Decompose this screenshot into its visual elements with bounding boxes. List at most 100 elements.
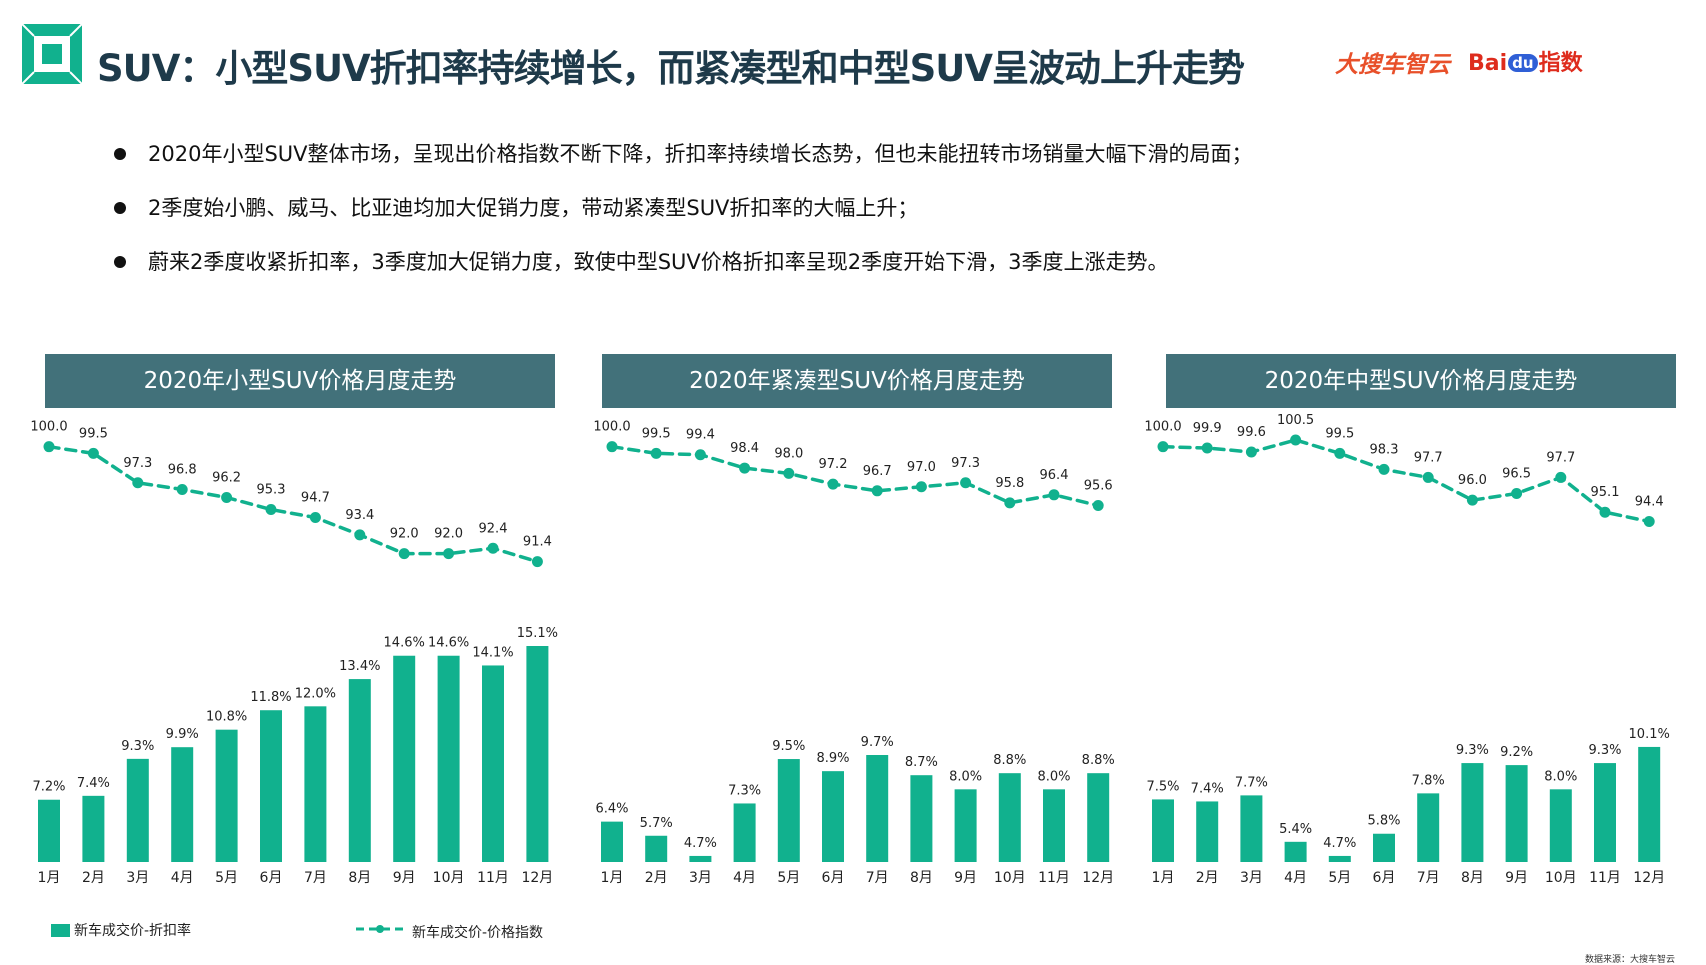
bar-discount-rate [1152,799,1174,862]
bar-value-label: 15.1% [517,626,558,641]
bar-value-label: 7.2% [32,780,65,795]
price-index-point [1290,434,1302,446]
bar-discount-rate [601,821,623,862]
bullet-item: 2季度始小鹏、威马、比亚迪均加大促销力度，带动紧凑型SUV折扣率的大幅上升； [110,194,1670,222]
bar-value-label: 8.8% [993,753,1026,768]
bar-value-label: 5.8% [1367,814,1400,829]
bar-value-label: 9.2% [1500,745,1533,760]
x-axis-tick-label: 6月 [1373,870,1396,886]
x-axis-tick-label: 1月 [38,870,61,886]
bar-value-label: 8.0% [1037,769,1070,784]
price-index-label: 96.5 [1502,466,1531,481]
price-index-point [398,548,410,560]
bar-value-label: 10.8% [206,710,247,725]
price-index-point [1004,497,1016,509]
bar-discount-rate [393,655,416,862]
price-index-line [1161,438,1651,524]
x-axis-tick-label: 3月 [126,870,149,886]
bar-discount-rate [1328,855,1351,862]
bullet-item: 蔚来2季度收紧折扣率，3季度加大促销力度，致使中型SUV价格折扣率呈现2季度开始… [110,248,1670,276]
price-index-point [827,478,839,490]
price-index-point [132,477,144,489]
bar-discount-rate [733,803,756,862]
x-axis-tick-label: 12月 [521,870,553,886]
price-index-point [650,447,662,459]
bar-discount-rate [82,795,105,862]
bar-value-label: 7.4% [77,776,110,791]
bullet-text: 2季度始小鹏、威马、比亚迪均加大促销力度，带动紧凑型SUV折扣率的大幅上升； [148,196,919,220]
price-index-label: 97.3 [951,456,980,471]
bar-discount-rate [1087,773,1110,862]
bar-discount-rate [645,835,668,862]
price-index-point [1201,442,1213,454]
bar-value-label: 7.3% [728,783,761,798]
bar-discount-rate [126,758,149,862]
bar-discount-rate [38,799,60,862]
page-title: SUV：小型SUV折扣率持续增长，而紧凑型和中型SUV呈波动上升走势 [97,47,1245,90]
price-index-label: 97.2 [819,457,848,472]
price-index-label: 98.3 [1370,442,1399,457]
x-axis-tick-label: 2月 [82,870,105,886]
price-index-label: 92.0 [390,527,419,542]
bar-discount-rate [260,710,282,862]
x-axis-tick-label: 4月 [1284,870,1307,886]
bar-discount-rate [348,679,371,862]
bar-value-label: 10.1% [1629,727,1670,742]
bar-value-label: 12.0% [295,686,336,701]
price-index-label: 99.5 [642,426,671,441]
x-axis-tick-label: 11月 [1589,870,1621,886]
price-index-label: 95.1 [1591,485,1620,500]
x-axis-tick-label: 8月 [1461,870,1484,886]
price-index-point [43,441,55,453]
bar-discount-rate [1373,833,1395,862]
price-index-point [1378,463,1390,475]
bar-discount-rate [1461,763,1484,862]
bullet-dot-icon [114,256,126,268]
price-index-line [610,444,1100,508]
x-axis-tick-label: 7月 [304,870,327,886]
price-index-label: 99.5 [79,426,108,441]
price-index-label: 92.0 [434,527,463,542]
price-index-point [606,441,618,453]
price-index-label: 96.8 [168,462,197,477]
bar-value-label: 14.1% [472,645,513,660]
x-axis-tick-label: 10月 [994,870,1026,886]
price-index-point [443,548,455,560]
price-index-point [739,462,751,474]
bar-discount-rate [437,655,460,862]
price-index-label: 98.4 [730,441,759,456]
brand-logo-baidu-index: Bai du 指数 [1468,45,1583,77]
price-index-label: 100.0 [593,420,630,435]
bar-discount-rate [1240,795,1263,862]
price-index-label: 100.0 [1144,420,1181,435]
bar-value-label: 8.8% [1082,753,1115,768]
price-index-point [1466,494,1478,506]
price-index-label: 99.4 [686,428,715,443]
bullet-text: 2020年小型SUV整体市场，呈现出价格指数不断下降，折扣率持续增长态势，但也未… [148,142,1253,166]
chart-title-small-suv: 2020年小型SUV价格月度走势 [45,354,555,408]
price-index-point [1422,471,1434,483]
bar-discount-rate [1417,793,1440,862]
x-axis-tick-label: 4月 [171,870,194,886]
bar-value-label: 9.7% [861,735,894,750]
bar-value-label: 4.7% [1323,836,1356,851]
bar-value-label: 9.5% [772,739,805,754]
x-axis-tick-label: 8月 [910,870,933,886]
price-index-point [1157,441,1169,453]
price-index-label: 95.3 [257,483,286,498]
bar-discount-rate [1594,763,1616,862]
baidu-suffix: 指数 [1538,51,1583,76]
price-index-label: 99.5 [1325,426,1354,441]
legend-line-swatch-icon [356,925,404,933]
price-index-label: 92.4 [479,521,508,536]
legend-line-label: 新车成交价-价格指数 [412,925,544,941]
x-axis-tick-label: 10月 [433,870,465,886]
baidu-prefix: Bai [1468,51,1508,76]
x-axis-tick-label: 1月 [601,870,624,886]
price-index-point [176,483,188,495]
x-axis-tick-label: 12月 [1633,870,1665,886]
price-index-point [221,491,233,503]
x-axis-tick-label: 2月 [645,870,668,886]
bar-discount-rate [1549,789,1572,862]
x-axis-tick-label: 8月 [348,870,371,886]
